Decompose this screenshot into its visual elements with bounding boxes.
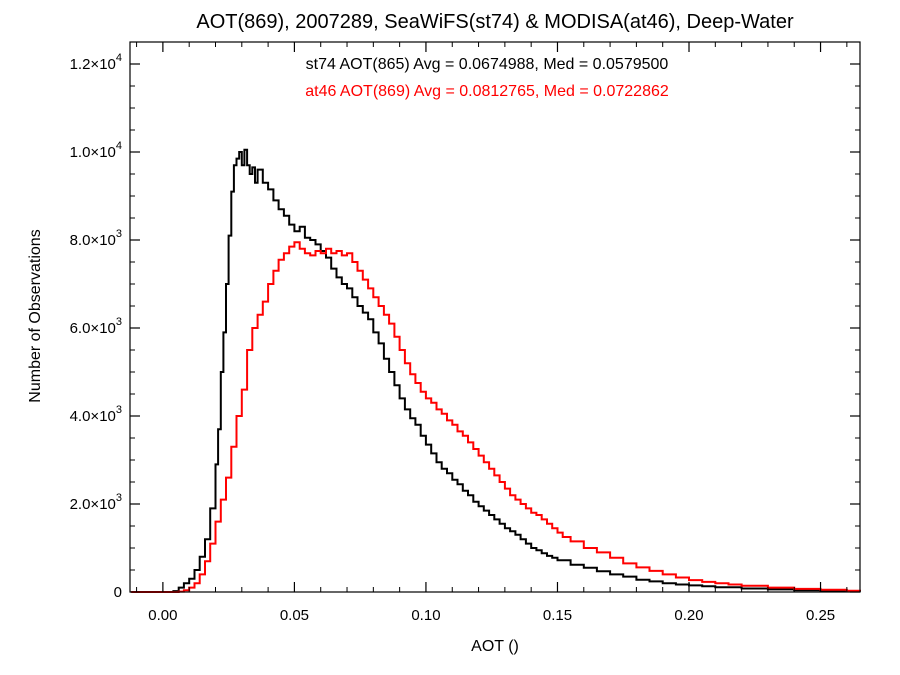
ticks-layer: 0.00 0.05 0.10 0.15 0.20 0.25 0 2.0×103 4.0×103 6… (70, 42, 860, 624)
y-axis-label: Number of Observations (27, 229, 44, 402)
x-tick-label: 0.20 (674, 607, 703, 624)
annotation-stats-1: at46 AOT(869) Avg = 0.0812765, Med = 0.0… (305, 83, 669, 100)
x-tick-label: 0.00 (148, 607, 177, 624)
y-tick-label: 1.2×104 (70, 52, 122, 73)
annotation-stats-0: st74 AOT(865) Avg = 0.0674988, Med = 0.0… (306, 56, 669, 73)
plot-frame (129, 41, 861, 593)
series-line-1 (131, 241, 861, 593)
y-tick-label: 0 (114, 584, 122, 601)
x-tick-label: 0.05 (280, 607, 309, 624)
y-tick-label: 4.0×103 (70, 404, 122, 425)
series-layer (131, 148, 861, 593)
y-tick-label: 8.0×103 (70, 228, 122, 249)
x-axis-label: AOT () (471, 638, 519, 655)
x-tick-label: 0.10 (411, 607, 440, 624)
annotation-layer: st74 AOT(865) Avg = 0.0674988, Med = 0.0… (305, 56, 669, 100)
y-tick-label: 2.0×103 (70, 492, 122, 513)
y-tick-label: 6.0×103 (70, 316, 122, 337)
x-tick-label: 0.15 (543, 607, 572, 624)
series-line-0 (131, 148, 861, 593)
x-tick-label: 0.25 (806, 607, 835, 624)
y-tick-label: 1.0×104 (70, 140, 122, 161)
chart-title: AOT(869), 2007289, SeaWiFS(st74) & MODIS… (196, 11, 794, 33)
